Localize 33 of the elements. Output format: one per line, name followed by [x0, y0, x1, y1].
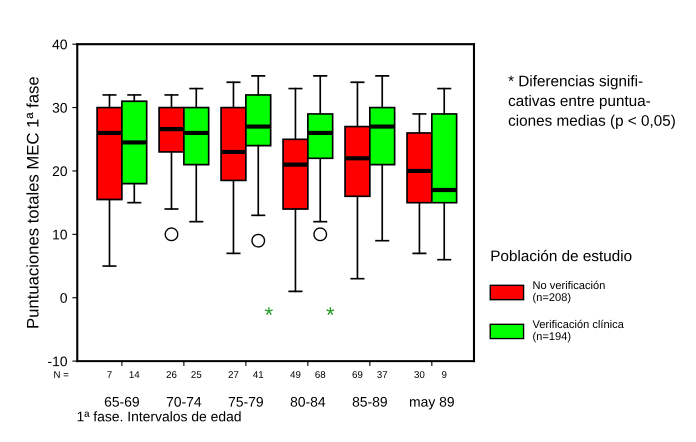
x-tick-label: 80-84: [290, 396, 326, 407]
text: 30: [414, 371, 424, 378]
x-axis-title: 1ª fase. Intervalos de edad: [78, 411, 241, 422]
x-tick-label: 85-89: [352, 396, 387, 407]
x-tick-label: may 89: [410, 396, 454, 410]
text: 25: [191, 371, 202, 378]
x-tick-label: 65-69: [104, 396, 139, 407]
x-tick-label: 70-74: [166, 396, 202, 407]
y-axis-title: Puntuaciones totales MEC 1ª fase: [26, 77, 39, 328]
text: 27: [228, 371, 238, 378]
y-tick-label: -10: [48, 356, 67, 366]
legend-title: Población de estudio: [491, 250, 632, 262]
legend-label: No verificación (n=208): [533, 280, 605, 304]
text: 41: [253, 371, 264, 378]
text: 68: [315, 371, 326, 378]
y-tick-label: 10: [53, 230, 67, 240]
y-tick-label: 40: [52, 40, 67, 50]
text: 14: [130, 371, 140, 378]
text: 7: [107, 371, 112, 378]
legend-label: Verificación clínica (n=194): [532, 320, 624, 342]
x-tick-label: 75-79: [228, 396, 263, 407]
y-tick-label: 20: [52, 166, 67, 176]
text: 49: [290, 371, 300, 378]
y-tick-label: 30: [52, 102, 67, 113]
annotation: *: [264, 307, 273, 316]
text: 9: [442, 371, 446, 378]
text: * Diferencias signifi- cativas entre puntua- ciones medias (p < 0,05): [508, 75, 675, 129]
text: 37: [377, 371, 388, 378]
text: N =: [54, 371, 68, 378]
text: 26: [166, 371, 176, 378]
y-tick-label: 0: [60, 293, 67, 303]
text: 69: [352, 371, 362, 378]
annotation: *: [326, 307, 334, 316]
